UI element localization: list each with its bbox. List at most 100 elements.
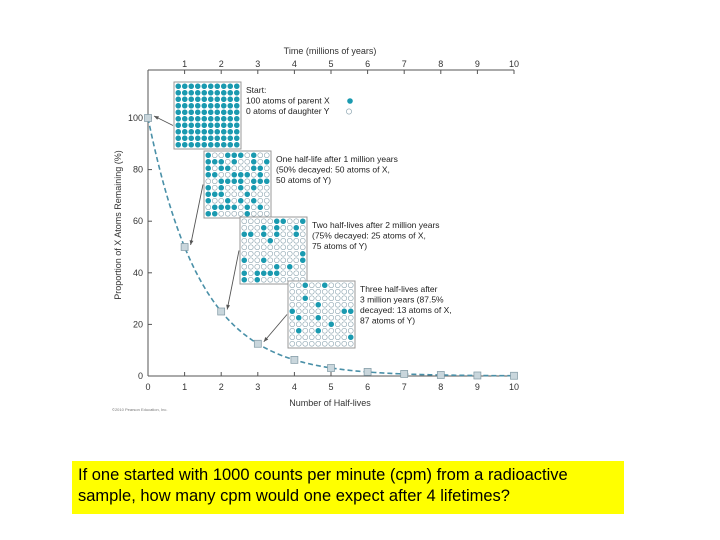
parent-atom — [263, 158, 270, 165]
daughter-atom — [334, 308, 341, 315]
parent-atom — [214, 89, 221, 96]
parent-atom — [188, 109, 195, 116]
daughter-atom — [218, 197, 225, 204]
daughter-atom — [244, 197, 251, 204]
daughter-atom — [254, 224, 261, 231]
parent-atom — [181, 141, 188, 148]
daughter-atom — [211, 184, 218, 191]
daughter-atom — [315, 340, 322, 347]
daughter-atom — [293, 244, 300, 251]
daughter-atom — [211, 178, 218, 185]
parent-atom — [241, 270, 248, 277]
parent-atom — [205, 184, 212, 191]
parent-atom — [233, 102, 240, 109]
daughter-atom — [267, 224, 274, 231]
atom-grid — [239, 216, 308, 285]
daughter-atom — [286, 270, 293, 277]
parent-atom — [181, 83, 188, 90]
parent-atom — [207, 83, 214, 90]
y-tick-label: 40 — [133, 268, 143, 278]
parent-atom — [181, 115, 188, 122]
annotation-text: 3 million years (87.5% — [360, 295, 444, 305]
daughter-atom — [299, 224, 306, 231]
daughter-atom — [321, 295, 328, 302]
top-tick-label: 6 — [365, 59, 370, 69]
parent-atom — [227, 89, 234, 96]
daughter-atom — [347, 327, 354, 334]
daughter-atom — [241, 218, 248, 225]
daughter-atom — [244, 178, 251, 185]
parent-atom — [207, 135, 214, 142]
parent-atom — [267, 237, 274, 244]
daughter-atom — [224, 191, 231, 198]
daughter-atom — [260, 244, 267, 251]
daughter-atom — [328, 334, 335, 341]
parent-atom — [201, 128, 208, 135]
daughter-atom — [299, 270, 306, 277]
parent-atom — [214, 102, 221, 109]
parent-atom — [254, 270, 261, 277]
y-tick-label: 60 — [133, 216, 143, 226]
daughter-atom — [231, 184, 238, 191]
parent-atom — [241, 276, 248, 283]
parent-atom — [247, 231, 254, 238]
parent-atom — [194, 128, 201, 135]
parent-atom — [244, 210, 251, 217]
parent-atom — [214, 83, 221, 90]
parent-atom — [201, 102, 208, 109]
parent-atom — [302, 282, 309, 289]
top-axis-title: Time (millions of years) — [284, 46, 377, 56]
daughter-atom — [237, 191, 244, 198]
daughter-atom — [341, 327, 348, 334]
parent-atom — [237, 152, 244, 159]
daughter-atom — [341, 334, 348, 341]
daughter-atom — [263, 210, 270, 217]
atom-grids — [173, 81, 356, 349]
parent-atom — [207, 109, 214, 116]
daughter-atom — [254, 257, 261, 264]
x-tick-label: 1 — [182, 382, 187, 392]
parent-atom — [220, 115, 227, 122]
annotation-text: One half-life after 1 million years — [276, 154, 398, 164]
parent-atom — [267, 270, 274, 277]
parent-atom — [286, 263, 293, 270]
parent-atom — [188, 89, 195, 96]
x-tick-label: 10 — [509, 382, 519, 392]
parent-atom — [289, 308, 296, 315]
data-point — [180, 243, 189, 251]
daughter-atom — [257, 191, 264, 198]
daughter-atom — [295, 282, 302, 289]
daughter-atom — [308, 308, 315, 315]
parent-atom — [214, 128, 221, 135]
daughter-atom — [302, 334, 309, 341]
parent-atom — [188, 102, 195, 109]
daughter-atom — [293, 237, 300, 244]
parent-atom — [227, 128, 234, 135]
daughter-atom — [254, 244, 261, 251]
daughter-atom — [321, 334, 328, 341]
parent-atom — [220, 122, 227, 129]
top-tick-label: 2 — [219, 59, 224, 69]
daughter-atom — [302, 308, 309, 315]
daughter-atom — [250, 171, 257, 178]
parent-atom — [194, 102, 201, 109]
daughter-atom — [347, 288, 354, 295]
daughter-atom — [341, 314, 348, 321]
top-tick-label: 10 — [509, 59, 519, 69]
daughter-atom — [280, 250, 287, 257]
daughter-atom — [273, 244, 280, 251]
daughter-atom — [334, 295, 341, 302]
daughter-atom — [347, 295, 354, 302]
daughter-atom — [241, 263, 248, 270]
y-tick-label: 100 — [128, 113, 143, 123]
annotation-labels: Start:100 atoms of parent X0 atoms of da… — [246, 85, 452, 326]
annotation-text: Three half-lives after — [360, 284, 438, 294]
data-markers — [144, 114, 518, 380]
daughter-atom — [205, 204, 212, 211]
daughter-atom — [231, 210, 238, 217]
data-point — [510, 371, 518, 380]
daughter-atom — [321, 321, 328, 328]
daughter-atom — [328, 288, 335, 295]
annotation-text: 50 atoms of Y) — [276, 175, 331, 185]
